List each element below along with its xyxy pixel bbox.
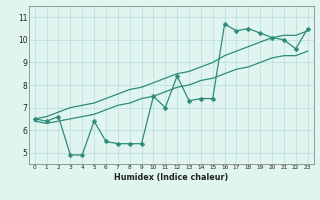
X-axis label: Humidex (Indice chaleur): Humidex (Indice chaleur): [114, 173, 228, 182]
